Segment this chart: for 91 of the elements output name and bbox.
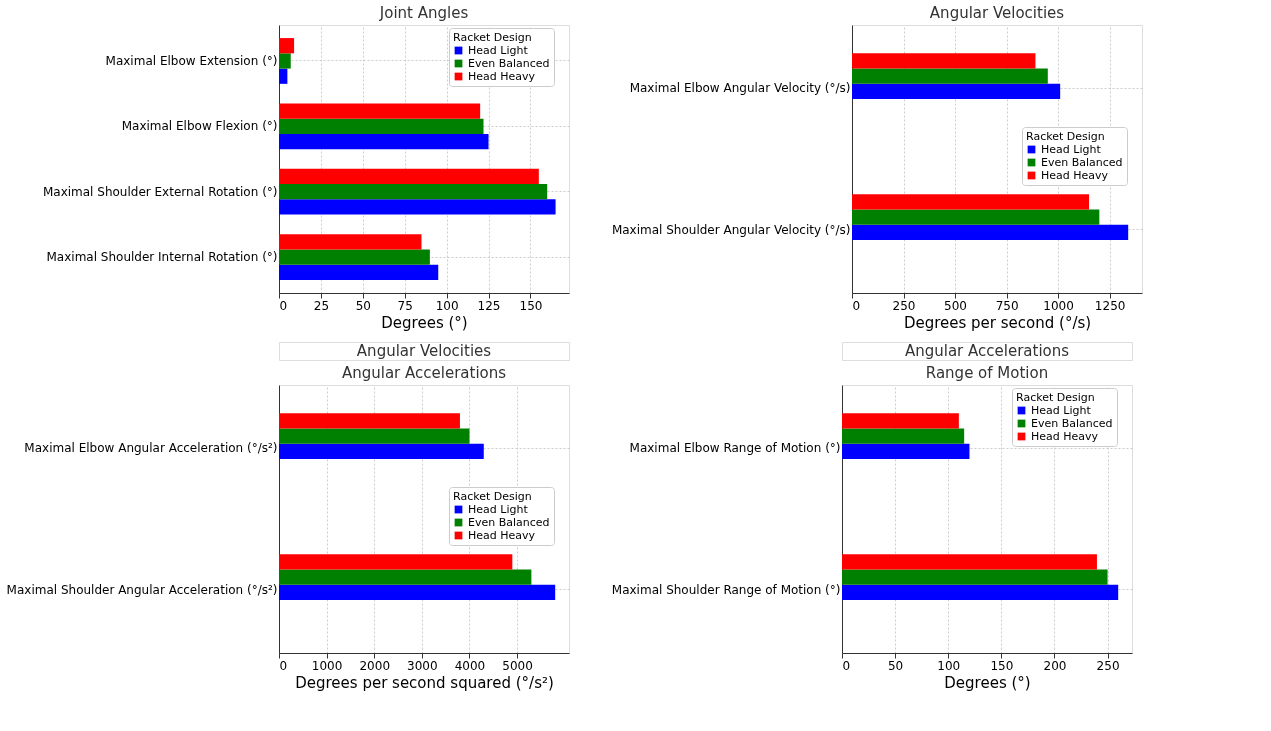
y-tick-label: Maximal Shoulder Angular Acceleration (°/s²) (6, 582, 278, 597)
bar (852, 83, 1061, 99)
x-tick-label: 2000 (359, 658, 391, 673)
bar (279, 443, 484, 459)
legend-title: Racket Design (1016, 391, 1095, 404)
x-tick-label: 150 (519, 298, 543, 313)
bar (852, 68, 1048, 84)
y-tick-label: Maximal Elbow Angular Acceleration (°/s²) (24, 441, 278, 456)
x-tick-label: 500 (944, 298, 968, 313)
bar (279, 38, 295, 54)
y-tick-label: Maximal Elbow Flexion (°) (121, 119, 278, 134)
bar (842, 584, 1119, 601)
bar (842, 443, 970, 459)
x-tick-label: 750 (995, 298, 1019, 313)
x-tick-label: 0 (852, 298, 861, 313)
legend-label: Head Heavy (1041, 168, 1109, 182)
legend-label: Even Balanced (468, 515, 550, 529)
x-tick-label: 3000 (407, 658, 438, 673)
x-axis-title: Degrees per second squared (°/s²) (295, 673, 554, 692)
legend-title: Racket Design (453, 31, 532, 44)
y-tick-label: Maximal Elbow Angular Velocity (°/s) (629, 81, 851, 96)
bar (279, 53, 291, 69)
chart-title: Angular Accelerations (341, 364, 507, 382)
bar (852, 224, 1129, 241)
legend-label: Head Heavy (468, 69, 536, 83)
bar (842, 413, 959, 429)
x-tick-label: 1000 (311, 658, 343, 673)
x-tick-label: 5000 (502, 658, 533, 673)
x-tick-label: 100 (435, 298, 459, 313)
x-tick-label: 125 (477, 298, 501, 313)
x-axis-title: Degrees (°) (944, 673, 1031, 692)
x-axis-title: Degrees (°) (381, 313, 468, 332)
x-tick-label: 250 (1096, 658, 1120, 673)
legend-title: Racket Design (1026, 130, 1105, 143)
text: Angular Accelerations (904, 342, 1070, 360)
legend-label: Even Balanced (1041, 155, 1123, 169)
y-tick-label: Maximal Shoulder External Rotation (°) (42, 184, 278, 199)
y-tick-label: Maximal Shoulder Internal Rotation (°) (46, 250, 278, 265)
bar (842, 554, 1097, 570)
text: Angular Velocities (356, 342, 492, 360)
x-tick-label: 50 (887, 658, 904, 673)
bar (852, 194, 1090, 210)
x-axis-title: Degrees per second (°/s) (903, 313, 1092, 332)
bar (279, 133, 489, 150)
bar (279, 264, 439, 280)
bar (842, 569, 1108, 585)
bar (279, 184, 548, 200)
x-tick-label: 0 (279, 298, 288, 313)
x-tick-label: 200 (1043, 658, 1067, 673)
bar (852, 209, 1100, 225)
legend-label: Even Balanced (1031, 416, 1113, 430)
x-tick-label: 0 (842, 658, 851, 673)
x-tick-label: 150 (990, 658, 1014, 673)
x-tick-label: 75 (397, 298, 413, 313)
x-tick-label: 25 (313, 298, 330, 313)
legend-label: Head Heavy (468, 528, 536, 542)
bar (279, 68, 288, 84)
legend-label: Head Light (1041, 142, 1102, 156)
bar (279, 168, 539, 185)
x-tick-label: 250 (892, 298, 916, 313)
bar (279, 234, 422, 250)
x-tick-label: 0 (279, 658, 288, 673)
y-tick-label: Maximal Shoulder Angular Velocity (°/s) (611, 222, 851, 237)
bar (279, 584, 556, 601)
legend-label: Head Light (468, 43, 529, 57)
bar (279, 249, 430, 265)
bar (279, 554, 513, 570)
x-tick-label: 100 (937, 658, 961, 673)
y-tick-label: Maximal Elbow Extension (°) (105, 53, 278, 68)
legend-label: Head Heavy (1031, 429, 1099, 443)
bar (279, 103, 481, 119)
bar (279, 413, 460, 429)
chart-title: Range of Motion (925, 364, 1049, 382)
chart-title: Angular Velocities (929, 4, 1065, 22)
x-tick-label: 1000 (1043, 298, 1074, 313)
legend-title: Racket Design (453, 490, 532, 503)
bar (279, 569, 532, 585)
bar (852, 53, 1036, 69)
legend-label: Head Light (468, 502, 529, 516)
y-tick-label: Maximal Shoulder Range of Motion (°) (611, 582, 841, 597)
x-tick-label: 1250 (1094, 298, 1126, 313)
legend-label: Even Balanced (468, 56, 550, 70)
bar (279, 199, 556, 215)
bar (279, 118, 484, 134)
bar (279, 428, 470, 444)
x-tick-label: 4000 (454, 658, 486, 673)
x-tick-label: 50 (355, 298, 371, 313)
y-tick-label: Maximal Elbow Range of Motion (°) (629, 441, 841, 456)
legend-label: Head Light (1031, 403, 1092, 417)
bar (842, 428, 965, 444)
chart-title: Joint Angles (378, 4, 469, 22)
